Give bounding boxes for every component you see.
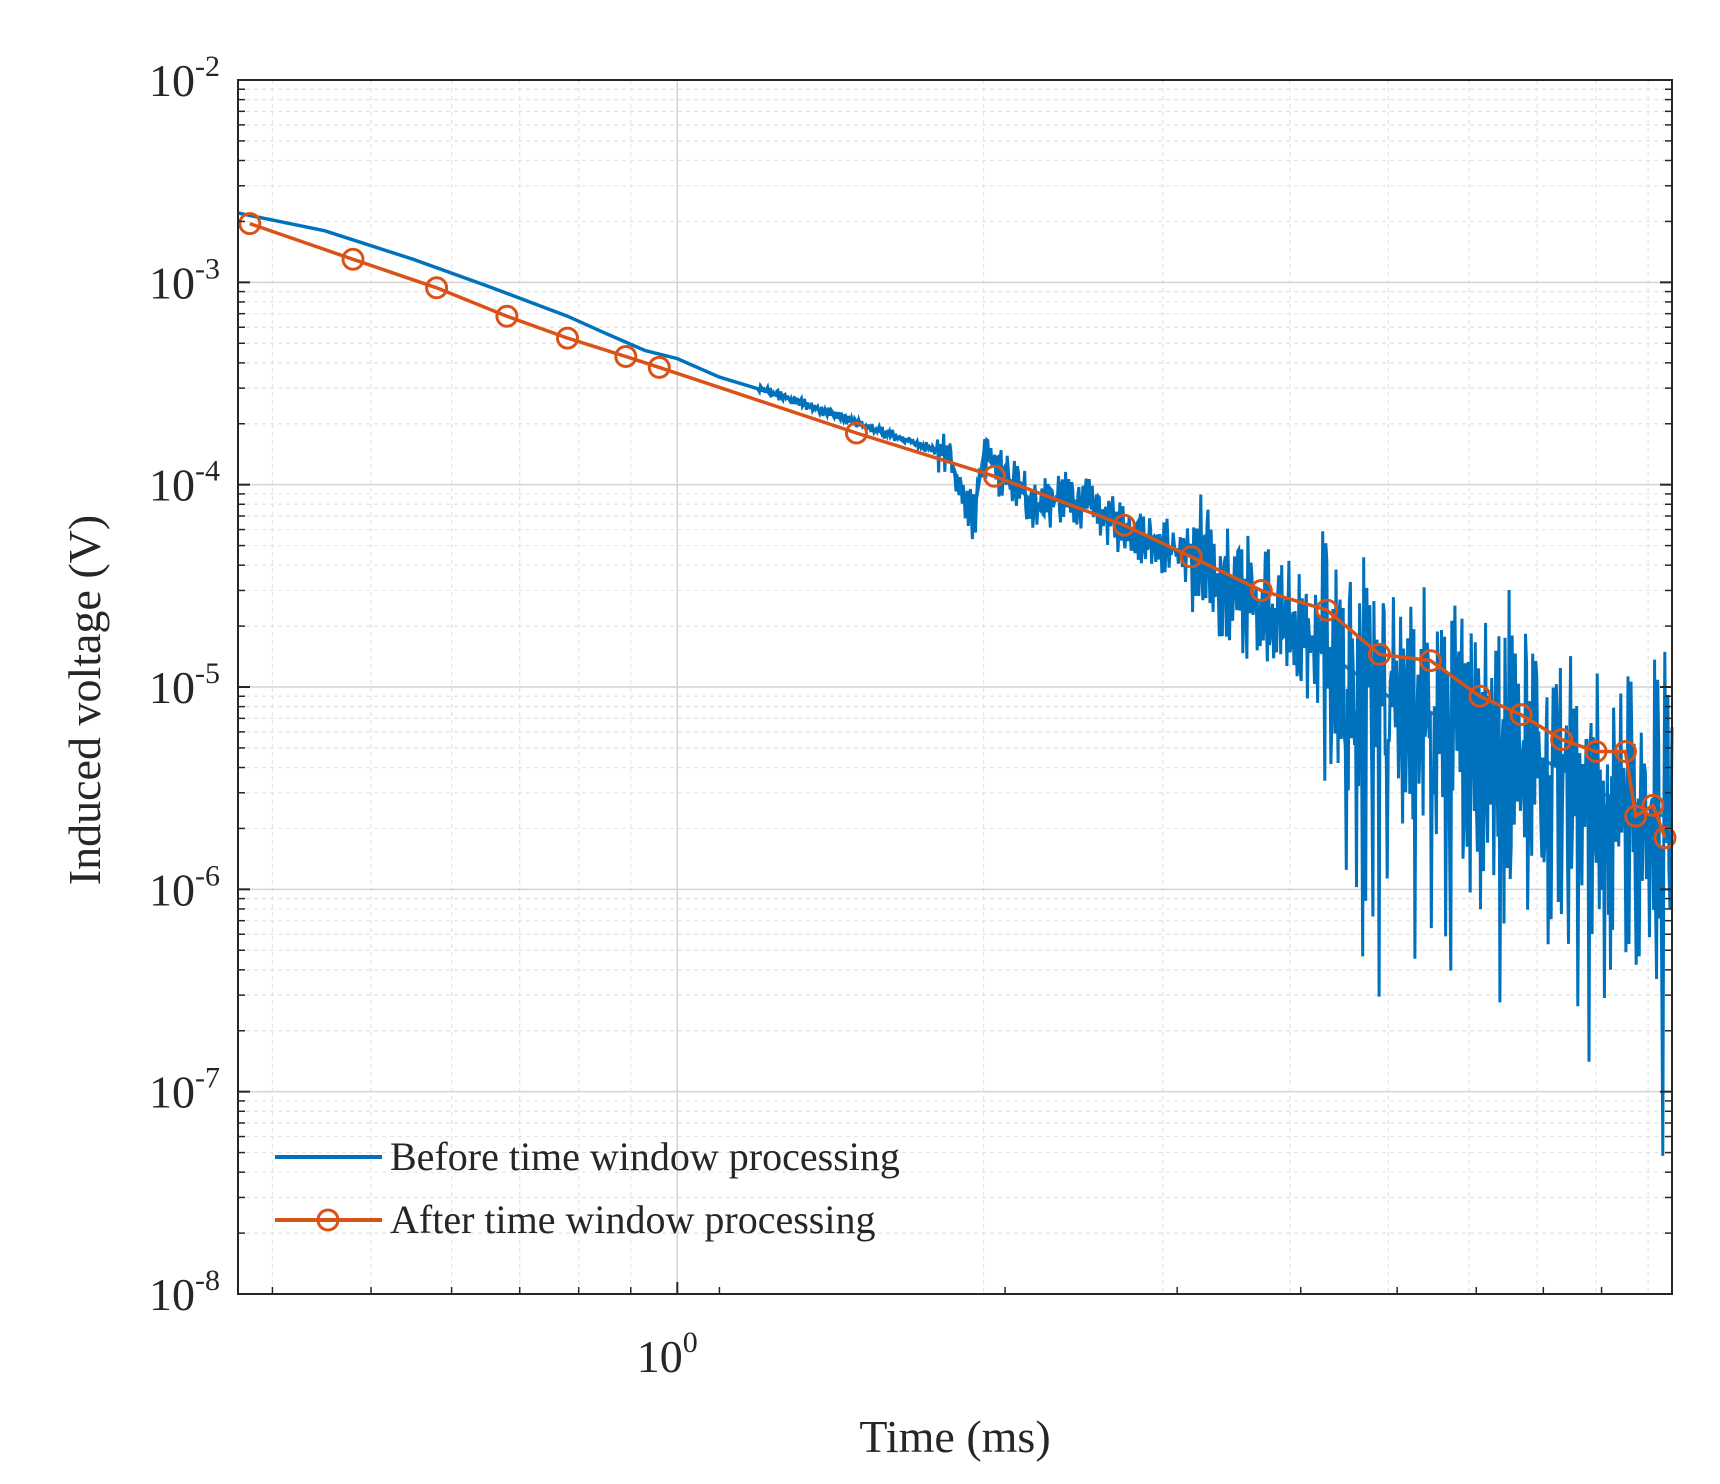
y-tick-label: 10-4 [149,455,220,511]
series-after-point [556,326,580,350]
series-after-point [1653,826,1677,850]
series-before-noisy-line [237,211,1674,1156]
y-tick-label: 10-7 [149,1062,220,1118]
series-after-point [1613,739,1637,763]
legend-label-after: After time window processing [390,1197,875,1242]
y-tick-label: 10-6 [149,859,220,915]
series-after-point [982,464,1006,488]
series-after-point [614,344,638,368]
axis-ticks: 10-2 10-3 10-4 10-5 10-6 10-7 10-8 100 [149,50,1672,1382]
series-after-point [1509,703,1533,727]
series-after-point [341,247,365,271]
y-tick-label: 10-3 [149,252,220,308]
y-tick-label: 10-5 [149,657,220,713]
series-layer [237,211,1677,850]
series-after-point [1419,649,1443,673]
series-after-point [495,304,519,328]
legend: Before time window processing After time… [275,1134,900,1242]
legend-label-before: Before time window processing [390,1134,900,1179]
series-after-point [1468,684,1492,708]
series-after-point [238,212,262,236]
series-after-point [844,421,868,445]
y-tick-label: 10-8 [149,1264,220,1320]
series-after-point [1179,545,1203,569]
series-before-noise [237,211,1674,1156]
series-after-point [1584,739,1608,763]
series-after-point [1550,728,1574,752]
y-axis-label: Induced voltage (V) [59,515,110,885]
legend-marker-after [316,1208,340,1232]
x-axis-label: Time (ms) [859,1411,1050,1462]
series-after-point [1624,804,1648,828]
x-tick-label: 100 [637,1326,698,1382]
series-after-point [1315,598,1339,622]
series-after-point [1112,513,1136,537]
series-after-point [1641,793,1665,817]
y-tick-label: 10-2 [149,50,220,106]
series-after-point [1249,578,1273,602]
series-after-point [1367,642,1391,666]
series-before-line [237,211,1673,822]
series-after-point [425,276,449,300]
series-after-point [647,355,671,379]
